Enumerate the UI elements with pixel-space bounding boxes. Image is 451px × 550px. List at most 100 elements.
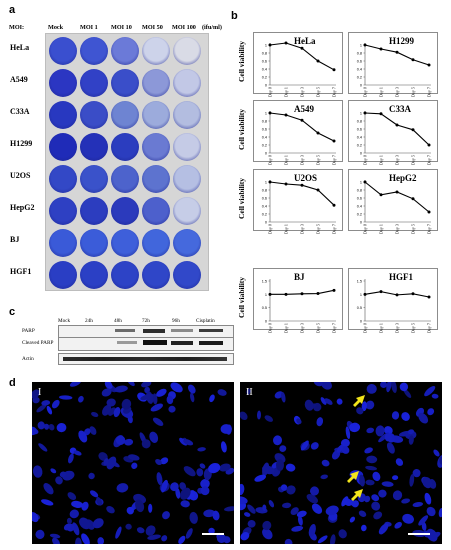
x-tick-label: Day 0 bbox=[362, 155, 367, 165]
data-point bbox=[316, 131, 320, 135]
nucleus bbox=[325, 505, 339, 516]
data-point bbox=[332, 68, 336, 72]
nucleus bbox=[240, 502, 247, 511]
nucleus bbox=[321, 459, 330, 467]
nucleus bbox=[282, 502, 292, 509]
chart-title: HeLa bbox=[294, 36, 316, 46]
nucleus bbox=[41, 400, 51, 406]
nucleus bbox=[36, 404, 47, 413]
well bbox=[142, 101, 170, 129]
data-point bbox=[332, 203, 336, 207]
nucleus bbox=[187, 384, 196, 394]
nucleus bbox=[421, 521, 427, 531]
well bbox=[173, 133, 201, 161]
x-tick-label: Day 1 bbox=[283, 155, 288, 165]
nucleus bbox=[345, 426, 351, 440]
nucleus bbox=[126, 506, 134, 515]
data-point bbox=[300, 183, 304, 187]
y-tick-label: 0.8 bbox=[357, 52, 362, 56]
nucleus bbox=[55, 476, 63, 485]
wb-col-cisplatin: Cisplatin bbox=[196, 318, 215, 324]
nucleus bbox=[208, 527, 215, 535]
nucleus bbox=[69, 382, 81, 387]
chart-title: A549 bbox=[294, 104, 314, 114]
nucleus bbox=[262, 462, 270, 477]
nucleus bbox=[114, 385, 128, 393]
nucleus bbox=[156, 388, 167, 397]
nucleus bbox=[320, 382, 332, 390]
line-chart-svg: A549 0 0.2 0.4 0.6 0.8 1 Day 0 Day 1 Day 3 Day 5 Da… bbox=[262, 104, 337, 165]
nucleus bbox=[384, 426, 393, 435]
x-tick-label: Day 5 bbox=[315, 155, 320, 165]
nucleus bbox=[156, 472, 163, 486]
data-point bbox=[363, 292, 367, 296]
nucleus bbox=[336, 444, 344, 453]
y-tick-label: 0.2 bbox=[262, 213, 267, 217]
nucleus bbox=[371, 494, 380, 502]
nucleus bbox=[81, 501, 89, 511]
row-label-a549: A549 bbox=[10, 75, 28, 84]
chart-a549: A549 0 0.2 0.4 0.6 0.8 1 Day 0 Day 1 Day 3 Day 5 Da… bbox=[253, 100, 343, 165]
nucleus bbox=[274, 391, 284, 399]
nucleus bbox=[386, 442, 395, 454]
chart-hela: HeLa 0 0.2 0.4 0.6 0.8 1 Day 0 Day 1 Day 3 Day 5 Da… bbox=[253, 32, 343, 97]
data-point bbox=[300, 118, 304, 122]
nucleus bbox=[180, 500, 190, 508]
y-tick-label: 0.4 bbox=[262, 205, 267, 209]
nucleus bbox=[426, 506, 436, 517]
nucleus bbox=[124, 438, 134, 446]
nucleus bbox=[402, 513, 414, 524]
wb-band bbox=[171, 329, 193, 332]
nucleus bbox=[103, 458, 109, 466]
y-axis-label: Cell viability bbox=[237, 276, 246, 318]
nucleus bbox=[161, 479, 168, 493]
x-tick-label: Day 3 bbox=[394, 323, 399, 333]
x-tick-label: Day 5 bbox=[410, 155, 415, 165]
nucleus bbox=[365, 479, 375, 486]
chart-title: HepG2 bbox=[389, 173, 417, 183]
well bbox=[142, 37, 170, 65]
y-tick-label: 0.6 bbox=[357, 60, 362, 64]
nucleus bbox=[330, 534, 336, 544]
wb-band bbox=[171, 341, 193, 345]
y-axis-label: Cell viability bbox=[237, 177, 246, 219]
nucleus bbox=[63, 523, 72, 531]
nucleus bbox=[401, 498, 411, 504]
row-label-bj: BJ bbox=[10, 235, 20, 244]
y-tick-label: 1 bbox=[265, 293, 267, 297]
data-point bbox=[379, 193, 383, 197]
well bbox=[111, 101, 139, 129]
nucleus bbox=[170, 382, 183, 393]
nucleus bbox=[209, 394, 215, 403]
nucleus bbox=[189, 511, 198, 524]
nucleus bbox=[106, 456, 117, 470]
nucleus bbox=[140, 393, 154, 401]
well bbox=[111, 69, 139, 97]
nucleus bbox=[286, 485, 296, 495]
x-tick-label: Day 0 bbox=[362, 323, 367, 333]
nucleus bbox=[422, 476, 433, 489]
data-point bbox=[268, 43, 272, 47]
data-point bbox=[363, 43, 367, 47]
y-tick-label: 0 bbox=[265, 152, 267, 156]
nucleus bbox=[183, 466, 196, 477]
nucleus bbox=[90, 490, 99, 498]
column-header-moi10: MOI 10 bbox=[111, 24, 132, 31]
y-tick-label: 0.4 bbox=[262, 68, 267, 72]
chart-hgf1: HGF1 0 0.5 1 1.5 Day 0 Day 1 Day 3 Day 5 Day 7 bbox=[348, 268, 438, 333]
wb-band bbox=[63, 357, 227, 361]
x-tick-label: Day 0 bbox=[267, 87, 272, 97]
x-tick-label: Day 3 bbox=[394, 224, 399, 234]
well bbox=[142, 261, 170, 289]
nucleus bbox=[426, 528, 438, 542]
nucleus bbox=[73, 450, 82, 456]
nucleus bbox=[349, 422, 361, 433]
data-point bbox=[316, 59, 320, 63]
nucleus bbox=[418, 515, 429, 526]
wb-col-48h: 48h bbox=[114, 318, 122, 324]
nucleus bbox=[240, 496, 248, 505]
well bbox=[49, 69, 77, 97]
x-tick-label: Day 5 bbox=[315, 224, 320, 234]
nucleus bbox=[37, 421, 46, 430]
nucleus bbox=[418, 412, 429, 424]
